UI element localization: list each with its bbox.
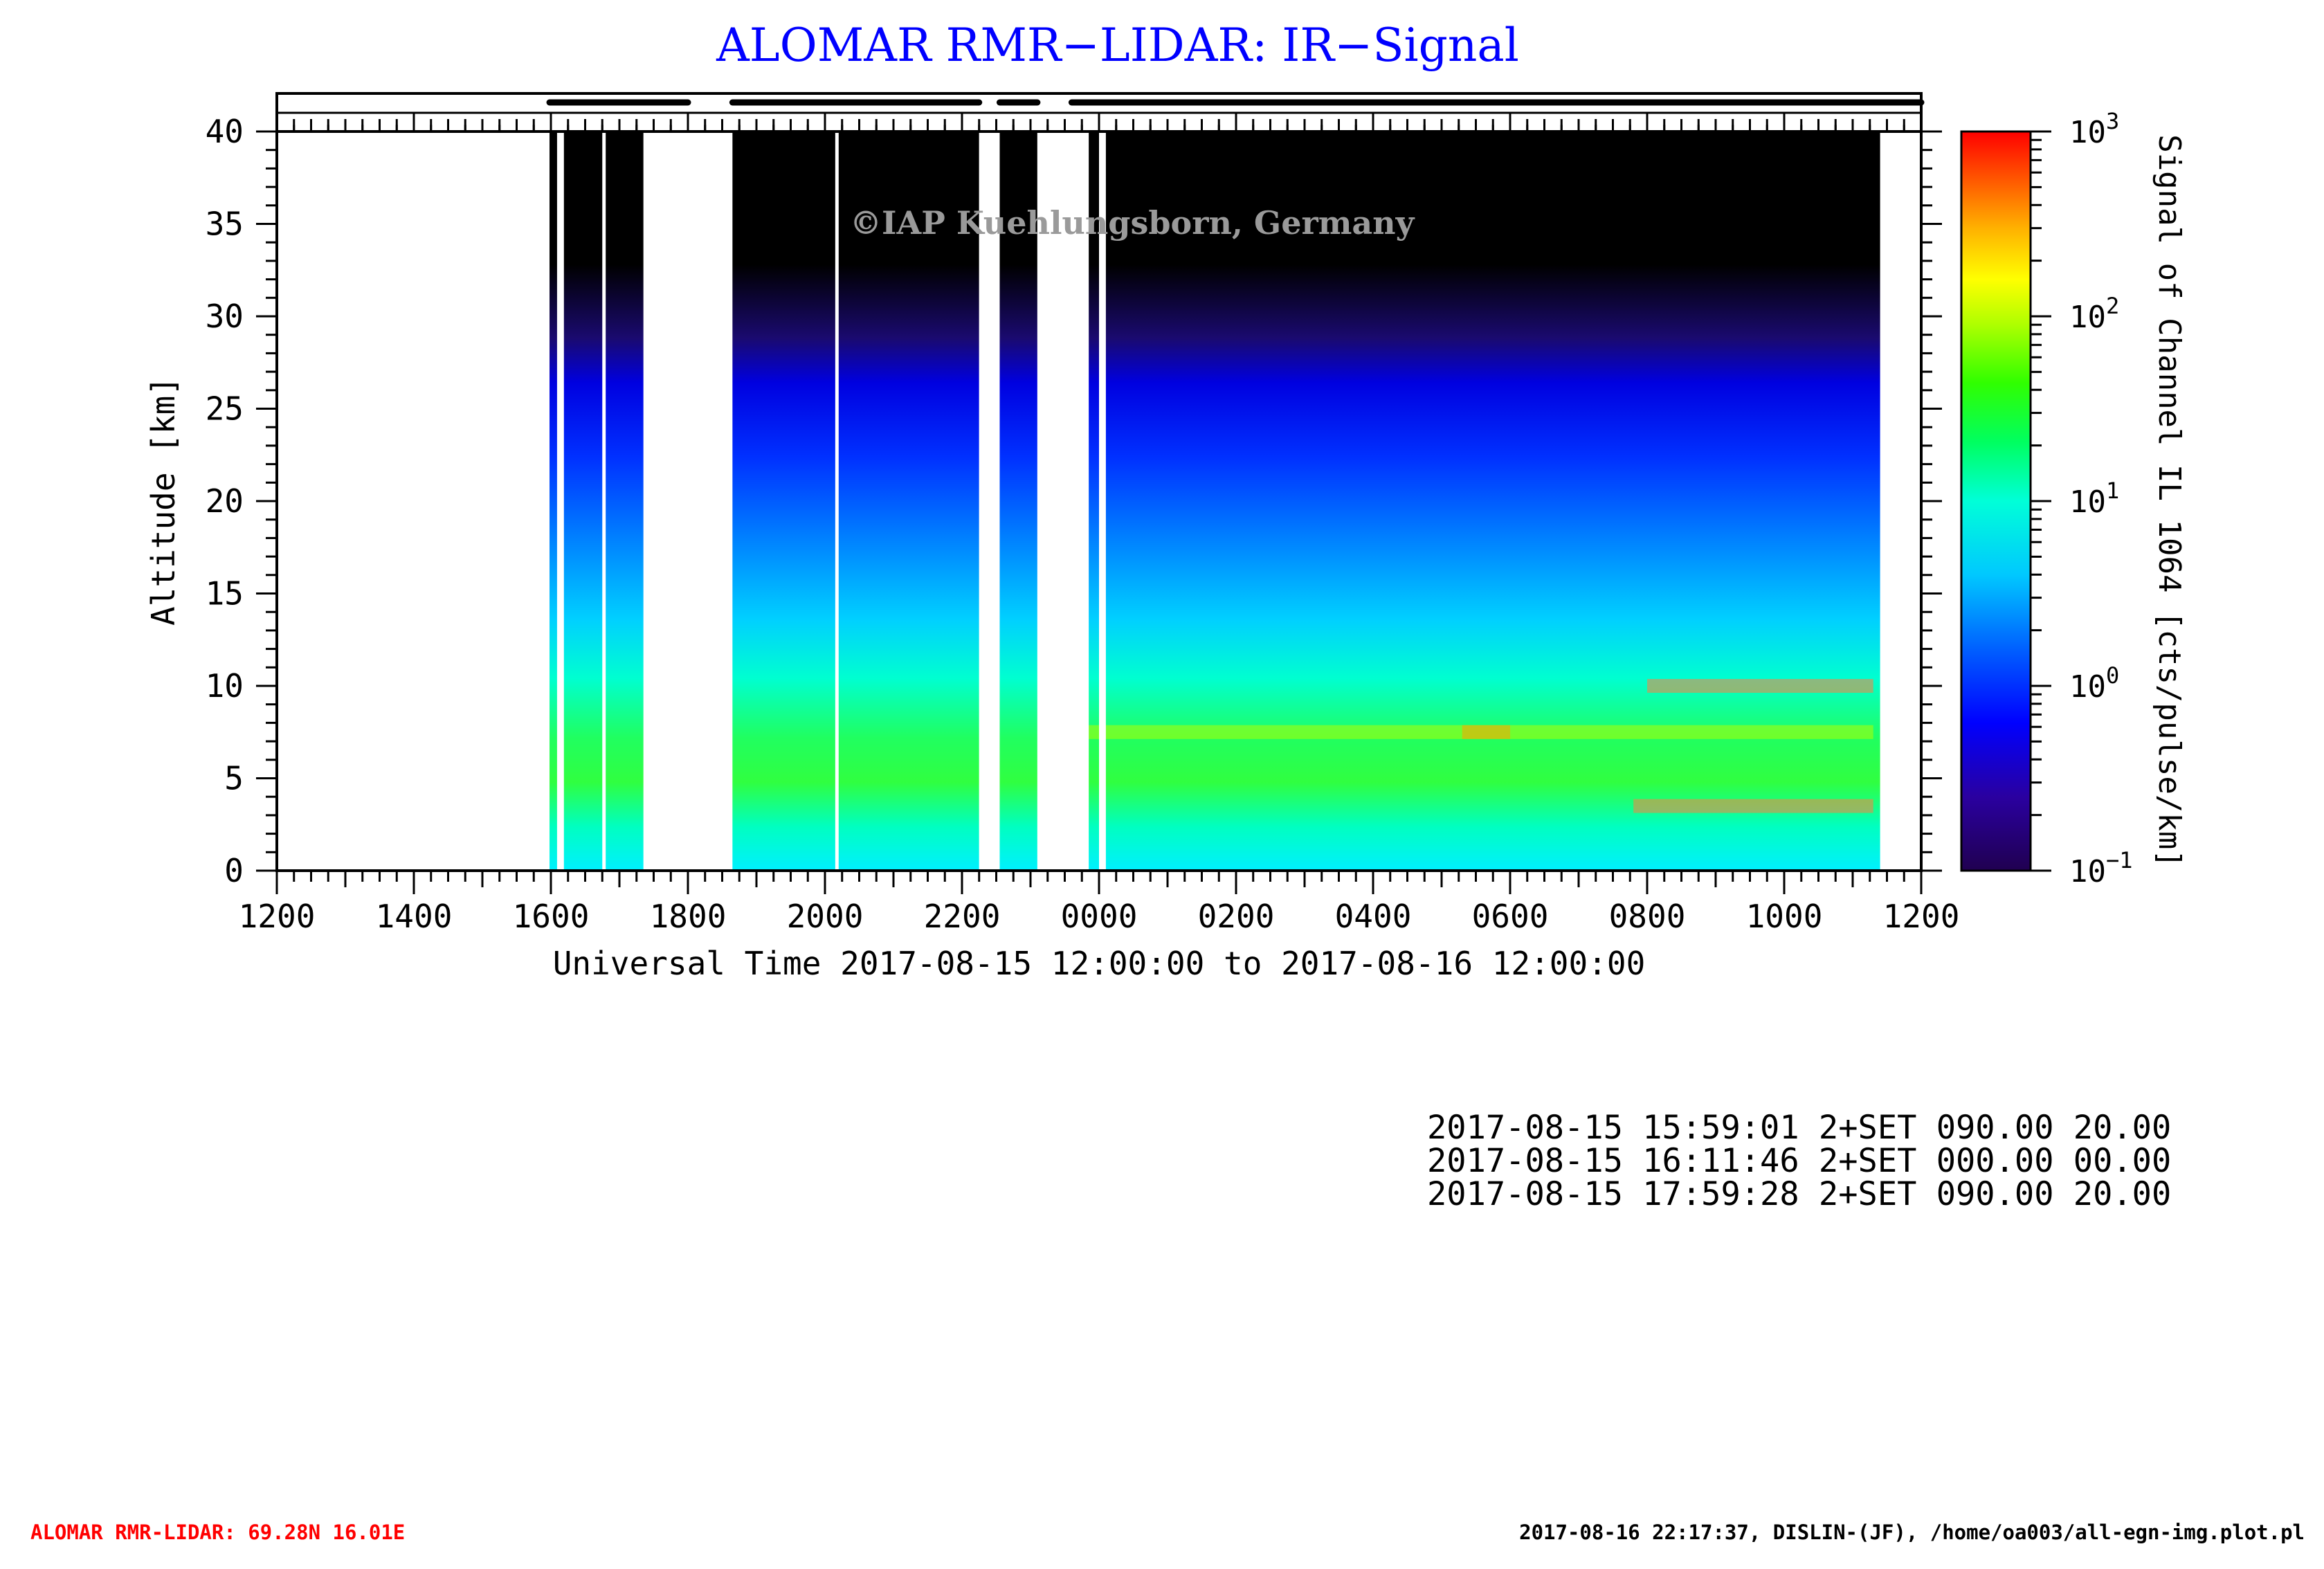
cloud-layer (1462, 725, 1510, 739)
measurement-block (1071, 131, 1921, 871)
colorbar-gradient (1961, 131, 2031, 871)
x-tick-label: 1200 (1883, 898, 1960, 935)
data-gap (979, 131, 1000, 871)
y-tick-label: 10 (206, 667, 244, 705)
y-tick-label: 5 (224, 760, 244, 797)
x-tick-label: 1600 (513, 898, 590, 935)
x-tick-label: 0400 (1335, 898, 1412, 935)
colorbar-tick-label: 100 (2069, 662, 2119, 705)
data-gap (1099, 131, 1106, 871)
colorbar-tick-exponent: 2 (2106, 293, 2119, 319)
colorbar-tick-label: 101 (2069, 478, 2119, 520)
signal-heatmap (550, 131, 1921, 871)
footer-info: 2017-08-16 22:17:37, DISLIN-(JF), /home/… (1519, 1521, 2305, 1544)
settings-log: 2017-08-15 15:59:01 2+SET 090.00 20.00 2… (1427, 1109, 2171, 1213)
x-tick-label: 2200 (924, 898, 1001, 935)
x-tick-label: 0200 (1198, 898, 1275, 935)
data-gap (602, 131, 606, 871)
y-axis: 0 5 10 15 20 25 30 35 40 (206, 113, 1942, 889)
colorbar-tick-exponent: 0 (2106, 662, 2119, 689)
x-tick-label: 2000 (787, 898, 864, 935)
y-tick-label: 0 (224, 852, 244, 889)
y-tick-label: 15 (206, 575, 244, 613)
y-tick-label: 25 (206, 390, 244, 428)
x-tick-label: 1800 (650, 898, 727, 935)
x-tick-label: 1400 (376, 898, 453, 935)
x-tick-label: 0000 (1061, 898, 1138, 935)
colorbar-tick-label: 103 (2069, 108, 2119, 150)
x-tick-label: 0800 (1609, 898, 1686, 935)
cloud-layer (1633, 799, 1873, 813)
chart-title: ALOMAR RMR−LIDAR: IR−Signal (716, 19, 1519, 72)
x-axis-label: Universal Time 2017-08-15 12:00:00 to 20… (553, 945, 1646, 982)
y-tick-label: 20 (206, 482, 244, 520)
plot-area: 1200 1400 1600 1800 2000 2200 0000 0200 0400 0600… (206, 113, 1960, 935)
measurement-block (732, 131, 979, 871)
x-tick-label: 1000 (1746, 898, 1823, 935)
colorbar-tick-exponent: −1 (2106, 847, 2133, 873)
x-tick-label: 0600 (1472, 898, 1549, 935)
colorbar-tick-exponent: 3 (2106, 108, 2119, 134)
settings-log-line: 2017-08-15 17:59:28 2+SET 090.00 20.00 (1427, 1175, 2171, 1213)
settings-log-line: 2017-08-15 15:59:01 2+SET 090.00 20.00 (1427, 1109, 2171, 1147)
data-gap (643, 131, 688, 871)
footer-location: ALOMAR RMR-LIDAR: 69.28N 16.01E (30, 1521, 405, 1544)
measurement-block (999, 131, 1037, 871)
data-gap (1880, 131, 1921, 871)
settings-log-line: 2017-08-15 16:11:46 2+SET 000.00 00.00 (1427, 1142, 2171, 1180)
data-gap (556, 131, 564, 871)
x-tick-label: 1200 (239, 898, 316, 935)
colorbar-label: Signal of Channel IL 1064 [cts/pulse/km] (2152, 134, 2187, 868)
colorbar-tick-label: 10−1 (2069, 847, 2133, 889)
y-tick-label: 30 (206, 298, 244, 335)
colorbar-tick-exponent: 1 (2106, 478, 2119, 504)
data-gap (1037, 131, 1089, 871)
y-axis-label: Altitude [km] (145, 377, 182, 626)
x-axis: 1200 1400 1600 1800 2000 2200 0000 0200 0400 0600… (239, 117, 1960, 935)
watermark: ©IAP Kuehlungsborn, Germany (850, 204, 1415, 242)
data-gap (835, 131, 839, 871)
y-tick-label: 35 (206, 206, 244, 243)
y-tick-label: 40 (206, 113, 244, 150)
cloud-layer (1647, 679, 1873, 693)
colorbar-tick-label: 102 (2069, 293, 2119, 335)
